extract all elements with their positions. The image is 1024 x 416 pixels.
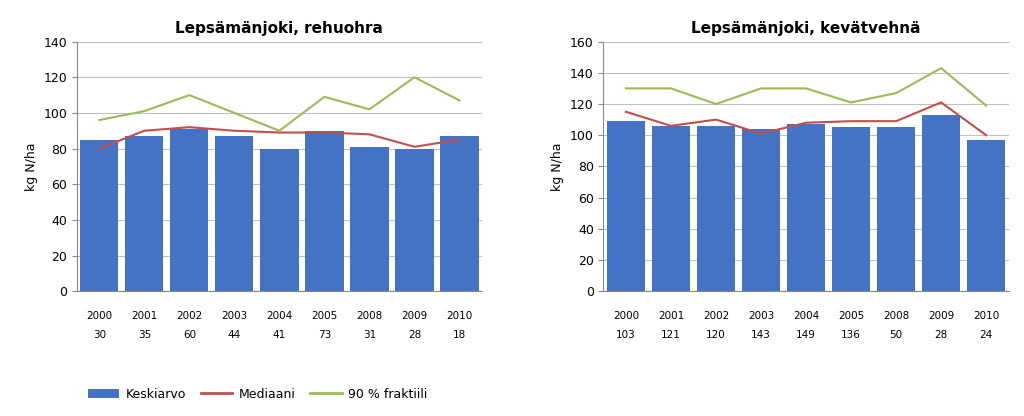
- Text: 2002: 2002: [176, 311, 203, 321]
- Text: 2009: 2009: [928, 311, 954, 321]
- Text: 143: 143: [752, 330, 771, 340]
- Y-axis label: kg N/ha: kg N/ha: [25, 142, 38, 191]
- Legend: Keskiarvo, Mediaani, 90 % fraktiili: Keskiarvo, Mediaani, 90 % fraktiili: [83, 383, 432, 406]
- Text: 2005: 2005: [311, 311, 338, 321]
- Text: 50: 50: [890, 330, 903, 340]
- Text: 24: 24: [980, 330, 992, 340]
- Text: 2008: 2008: [356, 311, 383, 321]
- Text: 28: 28: [408, 330, 421, 340]
- Bar: [742, 129, 780, 291]
- Title: Lepsämänjoki, rehuohra: Lepsämänjoki, rehuohra: [175, 21, 383, 36]
- Text: 2010: 2010: [973, 311, 999, 321]
- Text: 2010: 2010: [446, 311, 472, 321]
- Text: 2002: 2002: [702, 311, 729, 321]
- Bar: [967, 140, 1006, 291]
- Text: 2001: 2001: [131, 311, 158, 321]
- Text: 60: 60: [182, 330, 196, 340]
- Bar: [395, 149, 433, 291]
- Bar: [440, 136, 478, 291]
- Text: 2009: 2009: [401, 311, 428, 321]
- Text: 28: 28: [935, 330, 948, 340]
- Bar: [831, 127, 870, 291]
- Text: 41: 41: [272, 330, 286, 340]
- Text: 31: 31: [362, 330, 376, 340]
- Bar: [877, 127, 915, 291]
- Text: 30: 30: [93, 330, 105, 340]
- Text: 18: 18: [453, 330, 466, 340]
- Text: 2005: 2005: [838, 311, 864, 321]
- Text: 2001: 2001: [657, 311, 684, 321]
- Text: 121: 121: [662, 330, 681, 340]
- Bar: [607, 121, 645, 291]
- Title: Lepsämänjoki, kevätvehnä: Lepsämänjoki, kevätvehnä: [691, 21, 921, 36]
- Bar: [697, 126, 735, 291]
- Text: 35: 35: [137, 330, 151, 340]
- Text: 73: 73: [317, 330, 331, 340]
- Bar: [125, 136, 164, 291]
- Text: 120: 120: [707, 330, 726, 340]
- Text: 149: 149: [796, 330, 816, 340]
- Bar: [170, 129, 209, 291]
- Bar: [260, 149, 299, 291]
- Text: 103: 103: [616, 330, 636, 340]
- Text: 136: 136: [841, 330, 861, 340]
- Bar: [350, 147, 388, 291]
- Text: 2008: 2008: [883, 311, 909, 321]
- Text: 2004: 2004: [266, 311, 293, 321]
- Text: 2004: 2004: [793, 311, 819, 321]
- Text: 44: 44: [227, 330, 241, 340]
- Bar: [215, 136, 254, 291]
- Y-axis label: kg N/ha: kg N/ha: [551, 142, 564, 191]
- Text: 2003: 2003: [221, 311, 248, 321]
- Bar: [652, 126, 690, 291]
- Bar: [305, 131, 343, 291]
- Bar: [80, 140, 119, 291]
- Text: 2000: 2000: [613, 311, 639, 321]
- Text: 2003: 2003: [748, 311, 774, 321]
- Text: 2000: 2000: [86, 311, 113, 321]
- Bar: [922, 115, 961, 291]
- Bar: [786, 124, 825, 291]
